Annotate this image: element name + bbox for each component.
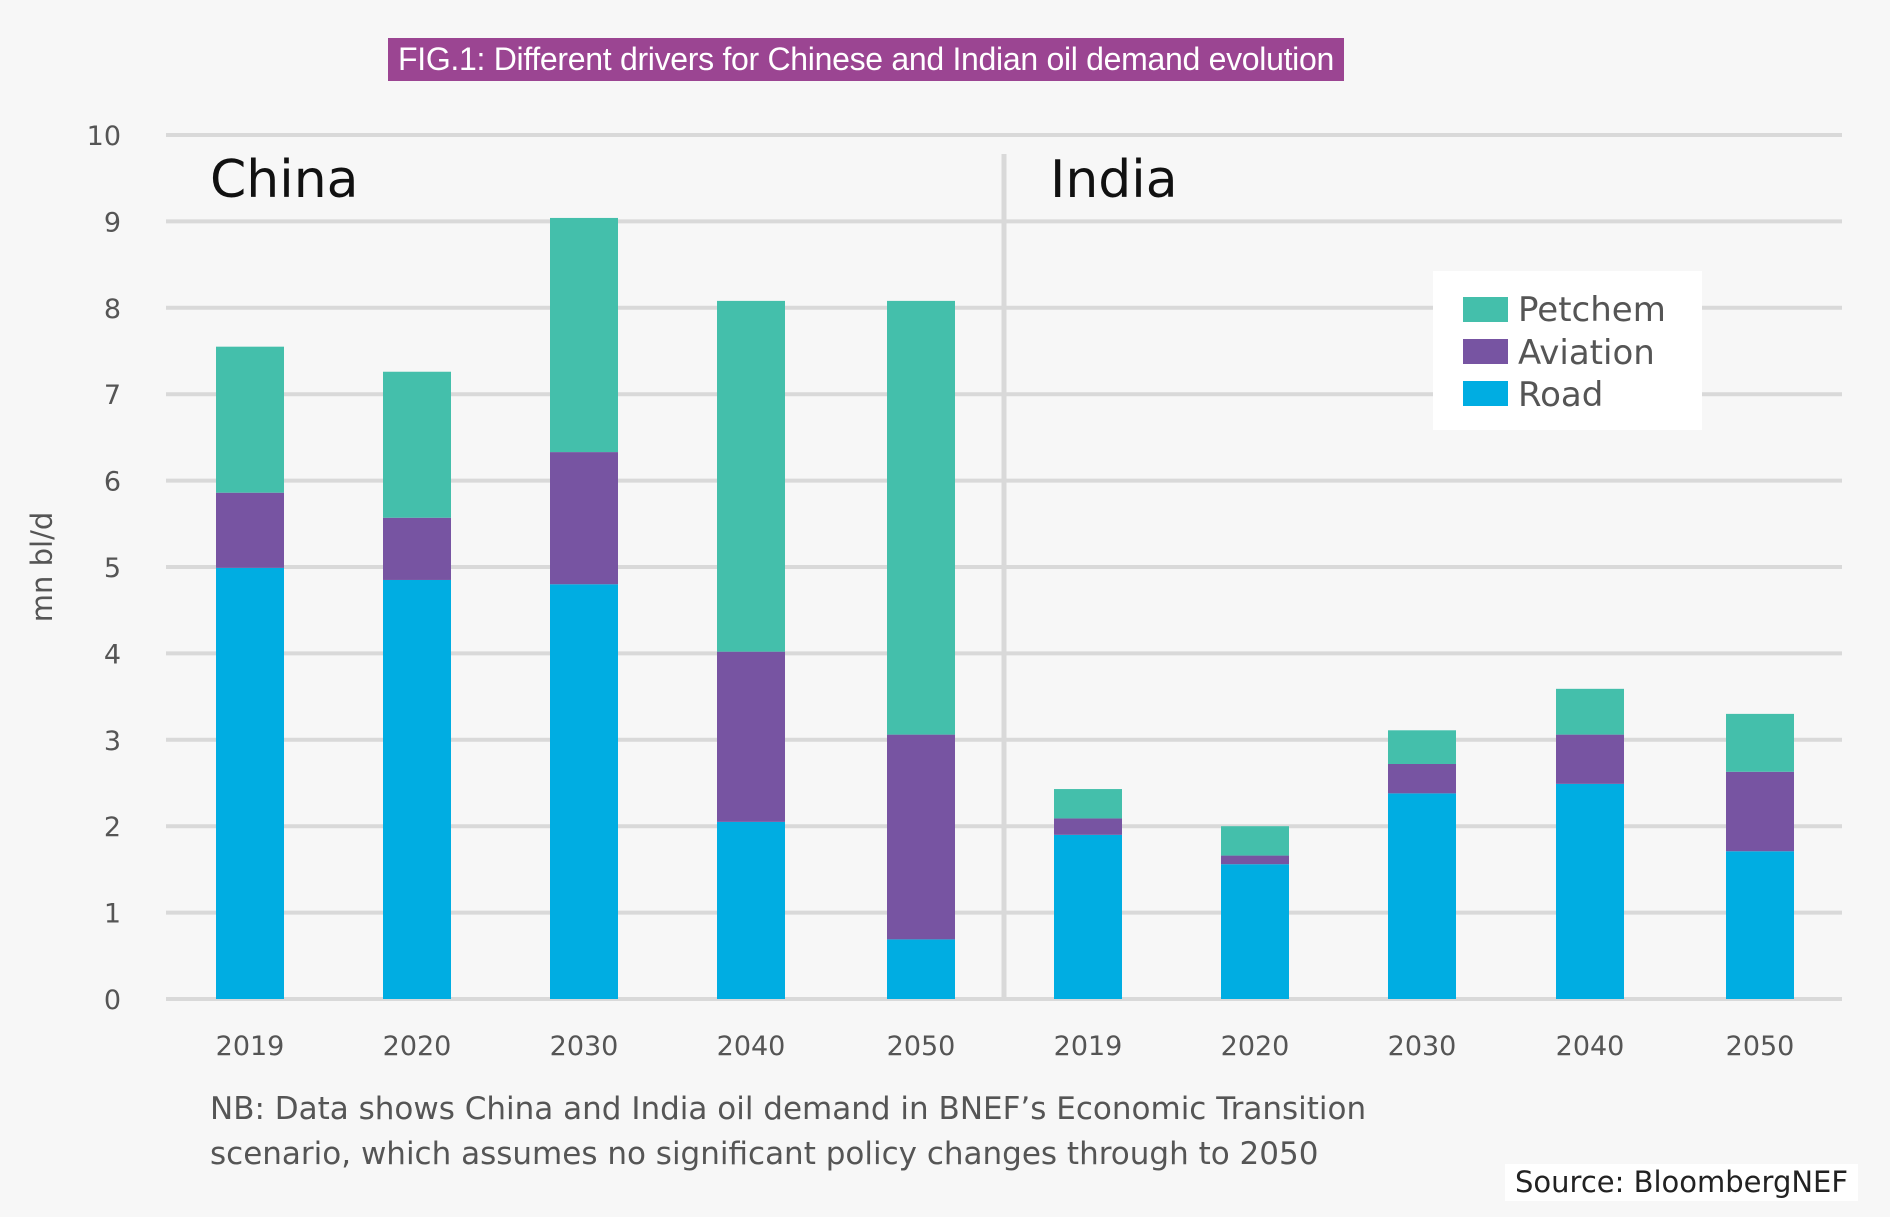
bar-india-2050-petchem (1726, 713, 1794, 772)
bar-india-2050-aviation (1726, 771, 1794, 852)
y-tick-label: 5 (104, 553, 121, 584)
bar-india-2030-road (1388, 793, 1456, 999)
x-tick-label: 2019 (216, 1031, 285, 1062)
bar-india-2040-aviation (1556, 734, 1624, 784)
y-tick-label: 1 (104, 899, 121, 930)
bar-china-2040-aviation (717, 651, 785, 822)
bar-india-2020-petchem (1221, 826, 1289, 856)
bar-china-2030-road (550, 584, 618, 999)
bar-india-2020-aviation (1221, 855, 1289, 865)
bar-india-2019-aviation (1054, 818, 1122, 835)
y-tick-label: 9 (104, 207, 121, 238)
x-tick-label: 2030 (1388, 1031, 1457, 1062)
bar-china-2019-road (216, 567, 284, 999)
footnote-line-1: NB: Data shows China and India oil deman… (210, 1091, 1367, 1127)
bars (216, 217, 1794, 999)
bar-china-2050-road (887, 939, 955, 999)
y-tick-label: 6 (104, 467, 121, 498)
legend-swatch-petchem (1463, 297, 1508, 322)
panel-label-china: China (210, 150, 359, 210)
bar-china-2040-road (717, 821, 785, 999)
bar-india-2019-petchem (1054, 789, 1122, 819)
bar-india-2019-road (1054, 834, 1122, 999)
bar-china-2050-aviation (887, 734, 955, 940)
y-tick-label: 10 (87, 121, 121, 152)
y-tick-label: 0 (104, 985, 121, 1016)
y-tick-label: 4 (104, 639, 121, 670)
x-tick-label: 2050 (887, 1031, 956, 1062)
bar-india-2020-road (1221, 864, 1289, 999)
bar-china-2020-aviation (383, 517, 451, 580)
y-tick-label: 7 (104, 380, 121, 411)
legend: Petchem Aviation Road (1433, 271, 1702, 430)
bar-china-2050-petchem (887, 300, 955, 735)
bar-india-2050-road (1726, 851, 1794, 999)
x-tick-label: 2020 (383, 1031, 452, 1062)
footnote: NB: Data shows China and India oil deman… (210, 1087, 1610, 1177)
bar-india-2040-road (1556, 783, 1624, 999)
bar-china-2020-road (383, 579, 451, 999)
y-axis-label: mn bl/d (25, 512, 59, 623)
x-axis-ticks: 2019 2020 2030 2040 2050 2019 2020 2030 2040 2050 (216, 1031, 1795, 1062)
x-tick-label: 2030 (550, 1031, 619, 1062)
bar-china-2030-petchem (550, 217, 618, 453)
chart-title: FIG.1: Different drivers for Chinese and… (388, 38, 1344, 81)
legend-label-road: Road (1518, 375, 1603, 415)
bar-china-2030-aviation (550, 452, 618, 585)
x-tick-label: 2020 (1221, 1031, 1290, 1062)
footnote-line-2: scenario, which assumes no significant p… (210, 1136, 1319, 1172)
y-axis-ticks: 0 1 2 3 4 5 6 7 8 9 10 (87, 121, 121, 1016)
y-tick-label: 8 (104, 294, 121, 325)
bar-china-2019-petchem (216, 346, 284, 493)
bar-india-2030-aviation (1388, 763, 1456, 794)
panel-label-india: India (1050, 150, 1178, 210)
x-tick-label: 2050 (1726, 1031, 1795, 1062)
x-tick-label: 2040 (717, 1031, 786, 1062)
legend-label-aviation: Aviation (1518, 333, 1655, 373)
legend-swatch-aviation (1463, 339, 1508, 364)
x-tick-label: 2019 (1054, 1031, 1123, 1062)
legend-swatch-road (1463, 381, 1508, 406)
bar-china-2020-petchem (383, 371, 451, 518)
y-tick-label: 3 (104, 726, 121, 757)
bar-china-2040-petchem (717, 300, 785, 652)
x-tick-label: 2040 (1556, 1031, 1625, 1062)
source-label: Source: BloombergNEF (1505, 1164, 1859, 1201)
bar-india-2030-petchem (1388, 730, 1456, 764)
y-tick-label: 2 (104, 812, 121, 843)
legend-label-petchem: Petchem (1518, 290, 1666, 330)
bar-china-2019-aviation (216, 492, 284, 568)
bar-india-2040-petchem (1556, 688, 1624, 735)
